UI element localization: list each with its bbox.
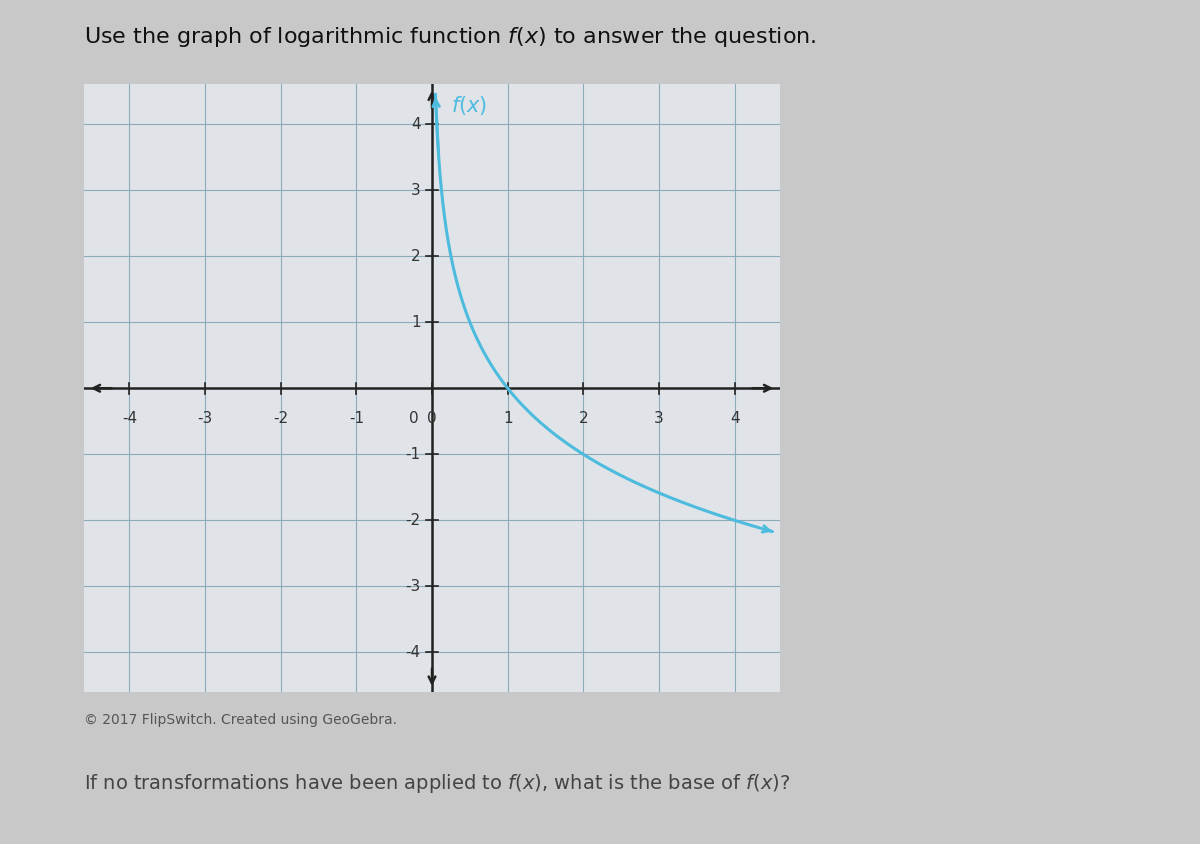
Text: If no transformations have been applied to $f(x)$, what is the base of $f(x)$?: If no transformations have been applied … (84, 772, 790, 795)
Text: 1: 1 (412, 315, 421, 330)
Text: -1: -1 (349, 411, 364, 426)
Text: 2: 2 (412, 249, 421, 263)
Text: -1: -1 (406, 446, 421, 462)
Text: -2: -2 (274, 411, 288, 426)
Text: -3: -3 (198, 411, 212, 426)
Text: Use the graph of logarithmic function $f(x)$ to answer the question.: Use the graph of logarithmic function $f… (84, 25, 816, 49)
Text: -2: -2 (406, 513, 421, 528)
Text: 0: 0 (427, 411, 437, 426)
Text: © 2017 FlipSwitch. Created using GeoGebra.: © 2017 FlipSwitch. Created using GeoGebr… (84, 713, 397, 728)
Text: -4: -4 (122, 411, 137, 426)
Text: 0: 0 (409, 411, 419, 426)
Text: -4: -4 (406, 645, 421, 660)
Text: -3: -3 (406, 579, 421, 594)
Text: 3: 3 (410, 182, 421, 197)
Text: 4: 4 (412, 116, 421, 132)
Text: 4: 4 (730, 411, 739, 426)
Text: 2: 2 (578, 411, 588, 426)
Text: 1: 1 (503, 411, 512, 426)
Text: 3: 3 (654, 411, 664, 426)
Text: $f(x)$: $f(x)$ (451, 95, 487, 117)
